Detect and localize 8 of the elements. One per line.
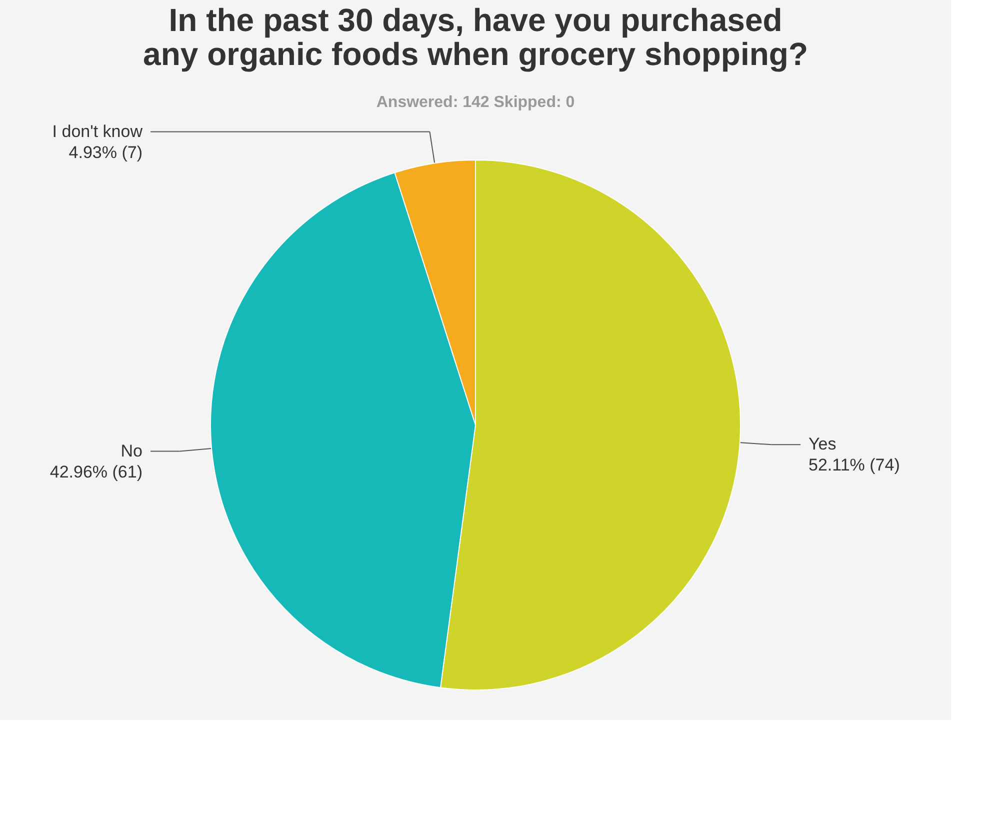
slice-label: Yes xyxy=(808,434,836,454)
data-label: 52.11% (74) xyxy=(808,456,900,475)
data-label: 4.93% (7) xyxy=(68,142,142,162)
text: In the past 30 days, have you purchased xyxy=(168,2,782,38)
slice-label: I don't know xyxy=(52,122,144,141)
slice-label: No xyxy=(120,441,142,460)
chart-subtitle: Answered: 142 Skipped: 0 xyxy=(376,94,575,111)
data-label: 42.96% (61) xyxy=(50,462,142,482)
